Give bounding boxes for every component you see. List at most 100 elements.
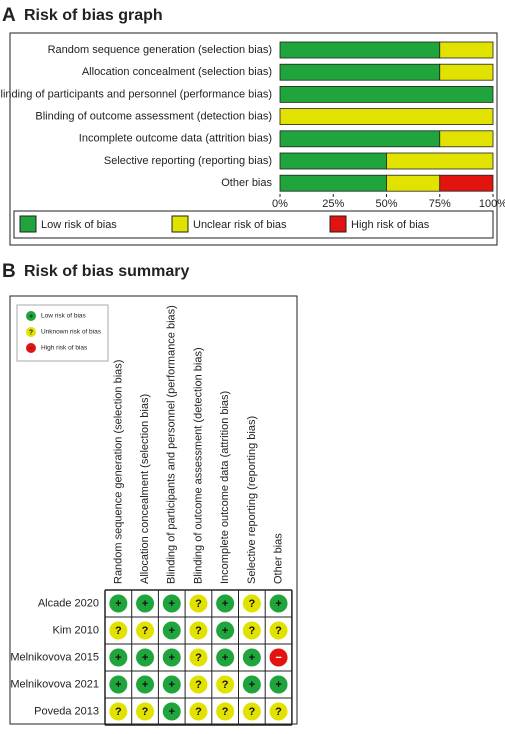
legend-label: High risk of bias [41,345,88,352]
domain-label: Incomplete outcome data (attrition bias) [219,391,231,584]
judgement-icon [189,594,208,613]
judgement-icon [216,594,235,613]
judgement-icon [109,621,128,640]
x-tick-label: 75% [429,198,451,210]
judgement-symbol: + [142,679,148,691]
judgement-symbol: ? [248,706,255,718]
judgement-symbol: + [115,598,121,610]
judgement-icon [136,594,155,613]
judgement-icon [242,621,261,640]
bar-segment [279,174,387,192]
judgement-symbol: ? [222,706,229,718]
judgement-symbol: ? [195,598,202,610]
bar-segment [279,152,387,170]
judgement-symbol: ? [195,706,202,718]
summary-frame [9,295,298,725]
judgement-symbol: + [169,598,175,610]
judgement-icon [162,702,181,721]
judgement-symbol: + [275,679,281,691]
judgement-symbol: ? [195,652,202,664]
legend-swatch [19,215,37,233]
summary-legend-frame [16,304,109,362]
judgement-icon [269,621,288,640]
judgement-symbol: − [275,652,281,664]
judgement-symbol: ? [142,706,149,718]
judgement-icon [189,702,208,721]
bar-segment [279,130,441,148]
judgement-icon [189,621,208,640]
legend-label: Low risk of bias [41,219,117,231]
bar-segment [439,174,494,192]
domain-label: Allocation concealment (selection bias) [139,394,151,584]
study-label: Melnikovova 2015 [10,651,99,663]
legend-label: Unknown risk of bias [41,329,102,336]
judgement-icon [189,648,208,667]
judgement-symbol: + [222,598,228,610]
graph-legend-frame [13,210,494,239]
bar-segment [386,174,441,192]
category-label: Incomplete outcome data (attrition bias) [79,133,272,145]
judgement-symbol: + [169,652,175,664]
category-label: Blinding of participants and personnel (… [0,88,272,100]
judgement-symbol: + [142,652,148,664]
panel-label: B [2,261,16,282]
judgement-symbol: + [222,625,228,637]
bar-segment [279,63,441,81]
judgement-icon [242,594,261,613]
judgement-symbol: ? [275,706,282,718]
judgement-symbol: ? [275,625,282,637]
judgement-icon [162,648,181,667]
judgement-icon [136,621,155,640]
judgement-symbol: ? [248,598,255,610]
judgement-icon [242,702,261,721]
category-label: Random sequence generation (selection bi… [48,44,272,56]
judgement-icon [136,675,155,694]
domain-label: Blinding of outcome assessment (detectio… [192,347,204,584]
judgement-icon [109,675,128,694]
x-tick-label: 100% [479,198,505,210]
judgement-symbol: ? [195,625,202,637]
chart-title: Risk of bias graph [24,7,163,24]
bar-segment [439,63,494,81]
graph-frame [9,32,498,246]
judgement-symbol: + [169,625,175,637]
legend-swatch [171,215,189,233]
judgement-symbol: + [115,679,121,691]
summary-title: Risk of bias summary [24,263,190,280]
study-label: Melnikovova 2021 [10,678,99,690]
judgement-symbol: ? [248,625,255,637]
legend-label: Low risk of bias [41,313,87,320]
legend-icon [26,311,36,321]
legend-swatch [329,215,347,233]
legend-icon [26,343,36,353]
bar-segment [279,86,494,103]
judgement-icon [269,702,288,721]
legend-icon-symbol: − [29,345,33,352]
judgement-symbol: + [222,652,228,664]
study-label: Poveda 2013 [34,705,99,717]
judgement-icon [269,648,288,667]
judgement-icon [109,648,128,667]
legend-icon-symbol: ? [29,329,33,336]
judgement-symbol: ? [115,625,122,637]
legend-label: High risk of bias [351,219,430,231]
legend-label: Unclear risk of bias [193,219,287,231]
judgement-icon [216,621,235,640]
bar-segment [279,41,441,59]
category-label: Other bias [221,177,272,189]
judgement-icon [269,594,288,613]
judgement-icon [162,594,181,613]
judgement-icon [189,675,208,694]
domain-label: Random sequence generation (selection bi… [112,360,124,584]
judgement-symbol: ? [195,679,202,691]
judgement-symbol: + [249,679,255,691]
judgement-symbol: + [249,652,255,664]
judgement-symbol: + [142,598,148,610]
bar-segment [279,108,494,125]
x-tick-label: 25% [322,198,344,210]
judgement-icon [242,675,261,694]
judgement-symbol: ? [142,625,149,637]
study-label: Kim 2010 [53,624,99,636]
judgement-icon [136,702,155,721]
judgement-symbol: ? [115,706,122,718]
